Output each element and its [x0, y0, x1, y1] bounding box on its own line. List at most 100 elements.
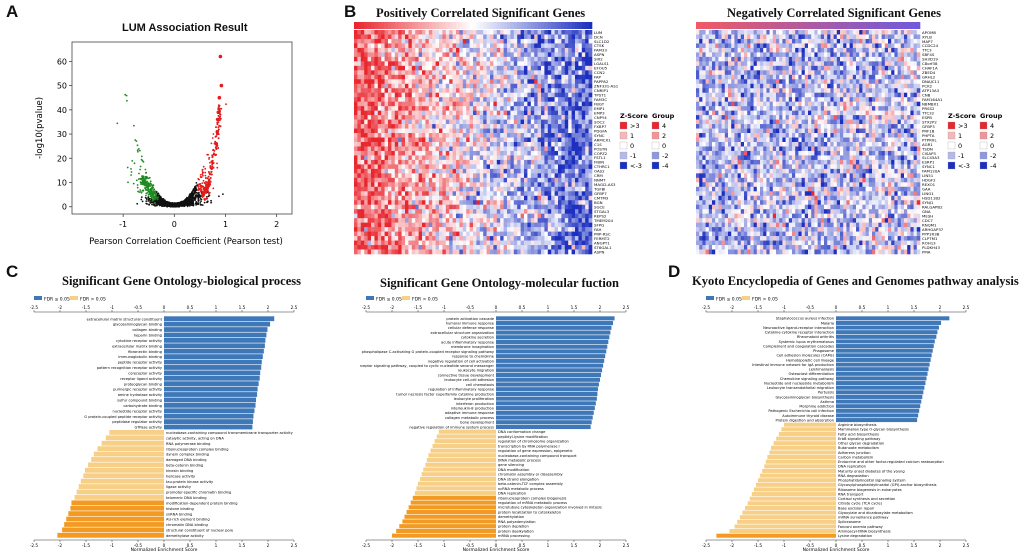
heatmap-cell — [377, 88, 382, 94]
heatmap-cell — [544, 74, 549, 80]
heatmap-cell — [483, 70, 487, 76]
heatmap-cell — [530, 34, 535, 40]
heatmap-cell — [394, 56, 399, 62]
heatmap-cell — [466, 74, 470, 80]
heatmap-cell — [394, 146, 399, 152]
heatmap-cell — [558, 186, 562, 192]
volcano-ylabel: -log10(pvalue) — [35, 97, 45, 159]
heatmap-cell — [554, 159, 559, 165]
heatmap-cell — [428, 186, 433, 192]
heatmap-cell — [371, 52, 375, 58]
heatmap-cell — [449, 173, 453, 179]
heatmap-cell — [496, 74, 501, 80]
heatmap-cell — [398, 222, 402, 228]
heatmap-cell — [459, 70, 464, 76]
heatmap-cell — [466, 92, 470, 98]
heatmap-cell — [415, 92, 419, 98]
heatmap-cell — [381, 218, 385, 223]
heatmap-cell — [585, 52, 589, 58]
heatmap-cell — [371, 43, 375, 49]
heatmap-cell — [476, 74, 481, 80]
heatmap-cell — [459, 218, 464, 223]
heatmap-cell — [530, 213, 535, 219]
heatmap-cell — [510, 74, 515, 80]
heatmap-cell — [394, 38, 399, 44]
heatmap-cell — [517, 56, 521, 62]
heatmap-cell — [513, 65, 518, 71]
heatmap-cell — [496, 222, 501, 228]
heatmap-cell — [493, 222, 498, 228]
heatmap-cell — [473, 173, 477, 179]
heatmap-cell — [435, 182, 440, 188]
heatmap-cell — [469, 38, 474, 44]
heatmap-cell — [360, 47, 365, 53]
heatmap-cell — [547, 74, 552, 80]
heatmap-cell — [544, 155, 549, 161]
heatmap-cell — [544, 115, 549, 120]
heatmap-cell — [357, 195, 362, 201]
heatmap-cell — [544, 204, 549, 210]
heatmap-cell — [459, 227, 464, 232]
heatmap-cell — [354, 88, 358, 94]
heatmap-cell — [578, 61, 583, 67]
heatmap-cell — [388, 218, 392, 223]
heatmap-cell — [401, 79, 406, 85]
heatmap-cell — [381, 38, 385, 44]
heatmap-cell — [354, 133, 358, 138]
volcano-point — [196, 203, 199, 206]
volcano-point — [137, 178, 140, 181]
heatmap-cell — [432, 200, 436, 206]
volcano-point — [202, 193, 205, 196]
heatmap-cell — [418, 30, 423, 35]
heatmap-cell — [391, 173, 396, 179]
heatmap-cell — [354, 227, 358, 232]
heatmap-cell — [486, 186, 491, 192]
heatmap-cell — [571, 74, 576, 80]
heatmap-cell — [394, 195, 399, 201]
heatmap-cell — [473, 146, 477, 152]
heatmap-cell — [449, 65, 453, 71]
heatmap-cell — [561, 191, 566, 197]
heatmap-cell — [571, 52, 576, 58]
heatmap-cell — [394, 128, 399, 134]
heatmap-group-cell — [445, 22, 450, 29]
heatmap-cell — [357, 236, 362, 241]
heatmap-cell — [510, 124, 515, 129]
heatmap-cell — [432, 128, 436, 134]
heatmap-cell — [551, 159, 555, 165]
heatmap-cell — [408, 56, 413, 62]
heatmap-cell — [486, 30, 491, 35]
heatmap-cell — [411, 173, 416, 179]
heatmap-cell — [564, 209, 569, 214]
heatmap-cell — [388, 164, 392, 170]
heatmap-cell — [428, 209, 433, 214]
heatmap-cell — [428, 92, 433, 98]
heatmap-cell — [571, 173, 576, 179]
heatmap-cell — [449, 191, 453, 197]
heatmap-cell — [377, 47, 382, 53]
heatmap-cell — [418, 92, 423, 98]
heatmap-cell — [445, 168, 450, 174]
heatmap-cell — [575, 119, 579, 125]
heatmap-cell — [435, 209, 440, 214]
volcano-point — [203, 188, 206, 191]
heatmap-cell — [493, 34, 498, 40]
heatmap-cell — [367, 106, 372, 111]
heatmap-cell — [469, 79, 474, 85]
heatmap-cell — [449, 43, 453, 49]
heatmap-cell — [405, 79, 409, 85]
heatmap-cell — [547, 70, 552, 76]
heatmap-cell — [588, 83, 593, 89]
heatmap-cell — [483, 119, 487, 125]
heatmap-cell — [418, 191, 423, 197]
heatmap-cell — [588, 30, 593, 35]
heatmap-cell — [432, 150, 436, 156]
heatmap-cell — [581, 137, 586, 143]
heatmap-cell — [418, 43, 423, 49]
heatmap-cell — [364, 191, 368, 197]
heatmap-cell — [547, 124, 552, 129]
heatmap-cell — [578, 227, 583, 232]
volcano-point — [187, 199, 190, 202]
heatmap-cell — [541, 65, 545, 71]
heatmap-cell — [537, 119, 542, 125]
